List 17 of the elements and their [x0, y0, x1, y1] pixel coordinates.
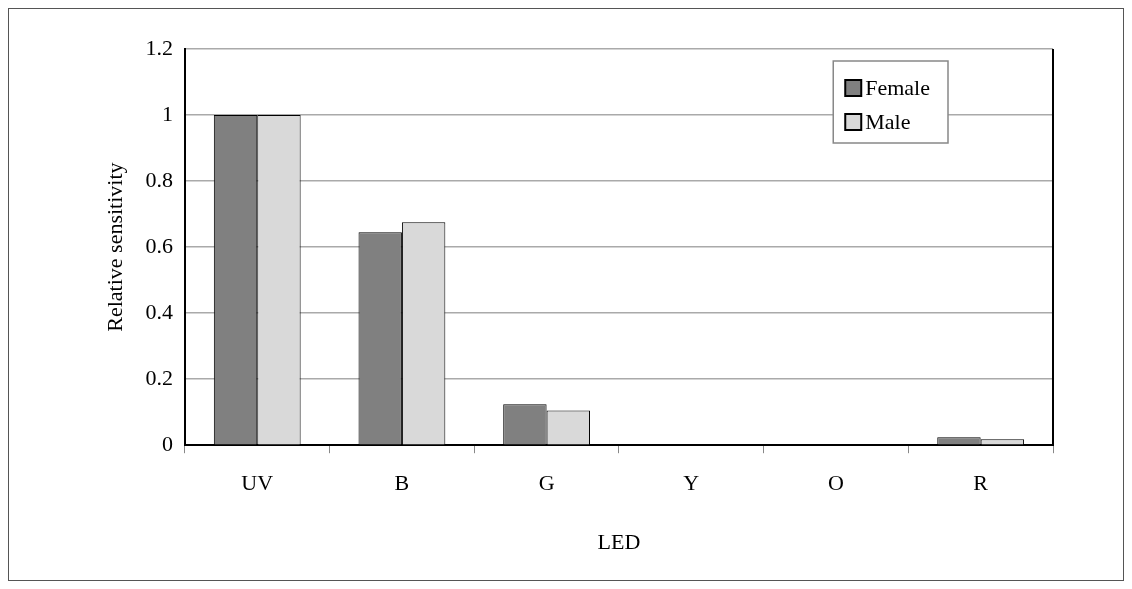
- x-axis-title: LED: [597, 528, 641, 554]
- y-tick-label: 0.6: [145, 232, 173, 258]
- y-tick-label: 0: [161, 430, 173, 456]
- y-axis-title: Relative sensitivity: [101, 162, 127, 332]
- x-tick-label: O: [828, 470, 844, 496]
- y-tick-label: 0.8: [145, 166, 173, 192]
- y-tick-label: 0.2: [145, 364, 173, 390]
- x-tick-label: R: [973, 470, 989, 496]
- y-tick-label: 1: [161, 100, 173, 126]
- x-tick-label: UV: [241, 470, 274, 496]
- legend-label: Female: [865, 74, 931, 100]
- x-tick-label: Y: [683, 470, 700, 496]
- y-tick-label: 0.4: [145, 298, 173, 324]
- x-tick-label: B: [394, 470, 410, 496]
- legend-label: Male: [865, 108, 911, 134]
- x-tick-label: G: [538, 470, 555, 496]
- y-tick-label: 1.2: [145, 34, 173, 60]
